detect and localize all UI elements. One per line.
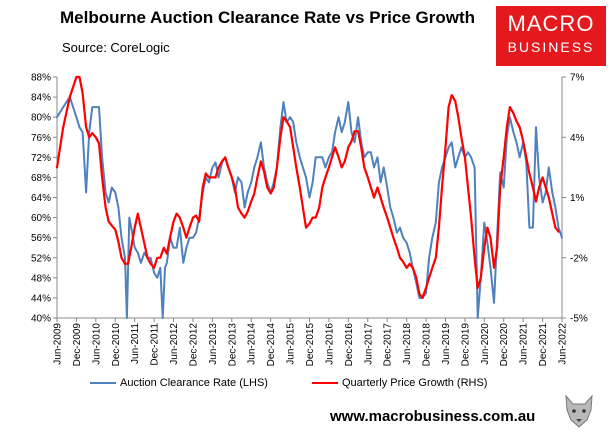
y-left-tick-label: 76% — [31, 133, 51, 144]
y-right-tick-label: -5% — [570, 314, 588, 325]
legend-item-clearance: Auction Clearance Rate (LHS) — [90, 377, 268, 389]
x-tick-label: Dec-2021 — [538, 323, 549, 367]
x-tick-label: Jun-2013 — [208, 323, 219, 365]
x-tick-label: Dec-2012 — [188, 323, 199, 367]
y-left-tick-label: 72% — [31, 153, 51, 164]
x-tick-label: Dec-2017 — [383, 323, 394, 367]
y-left-tick-label: 44% — [31, 293, 51, 304]
x-tick-label: Dec-2015 — [305, 323, 316, 367]
y-left-tick-label: 52% — [31, 253, 51, 264]
y-right-tick-label: 1% — [570, 193, 585, 204]
x-tick-label: Dec-2010 — [111, 323, 122, 367]
x-tick-label: Jun-2021 — [519, 323, 530, 365]
chart-title: Melbourne Auction Clearance Rate vs Pric… — [60, 8, 476, 27]
x-tick-label: Jun-2020 — [480, 323, 491, 365]
series-line-clearance-rate — [56, 96, 563, 319]
x-tick-label: Jun-2016 — [324, 323, 335, 365]
macrobusiness-logo: MACRO BUSINESS — [496, 6, 606, 66]
chart-source: Source: CoreLogic — [62, 40, 170, 55]
x-tick-label: Jun-2015 — [286, 323, 297, 365]
x-tick-label: Dec-2016 — [344, 323, 355, 367]
legend-label-price-growth: Quarterly Price Growth (RHS) — [342, 377, 488, 389]
x-tick-label: Jun-2022 — [558, 323, 569, 365]
x-tick-label: Dec-2018 — [422, 323, 433, 367]
legend-label-clearance: Auction Clearance Rate (LHS) — [120, 377, 268, 389]
x-tick-label: Jun-2019 — [441, 323, 452, 365]
y-left-tick-label: 48% — [31, 273, 51, 284]
wolf-icon — [565, 394, 593, 428]
y-right-tick-label: 7% — [570, 73, 585, 84]
logo-line2: BUSINESS — [507, 39, 595, 55]
y-left-tick-label: 84% — [31, 93, 51, 104]
y-left-tick-label: 88% — [31, 73, 51, 84]
y-left-tick-label: 64% — [31, 193, 51, 204]
footer-url: www.macrobusiness.com.au — [330, 408, 536, 425]
y-left-tick-label: 56% — [31, 233, 51, 244]
y-left-tick-label: 68% — [31, 173, 51, 184]
x-tick-label: Dec-2019 — [460, 323, 471, 367]
x-tick-label: Dec-2014 — [266, 323, 277, 367]
x-tick-label: Jun-2011 — [130, 323, 141, 364]
y-left-tick-label: 60% — [31, 213, 51, 224]
legend-item-price-growth: Quarterly Price Growth (RHS) — [312, 377, 487, 389]
x-tick-label: Jun-2018 — [402, 323, 413, 365]
y-left-tick-label: 40% — [31, 314, 51, 325]
x-tick-label: Jun-2017 — [363, 323, 374, 365]
legend-swatch-clearance — [90, 382, 116, 385]
x-tick-label: Dec-2011 — [150, 323, 161, 366]
x-tick-label: Jun-2009 — [53, 323, 64, 365]
x-tick-label: Dec-2020 — [499, 323, 510, 367]
y-left-tick-label: 80% — [31, 113, 51, 124]
x-tick-label: Dec-2009 — [72, 323, 83, 367]
legend-swatch-price-growth — [312, 382, 338, 385]
x-tick-label: Jun-2010 — [91, 323, 102, 365]
x-tick-label: Jun-2014 — [247, 323, 258, 365]
x-tick-label: Jun-2012 — [169, 323, 180, 365]
chart-legend: Auction Clearance Rate (LHS) Quarterly P… — [90, 377, 550, 397]
x-tick-label: Dec-2013 — [227, 323, 238, 367]
series-line-price-growth — [55, 75, 560, 299]
y-right-tick-label: 4% — [570, 133, 585, 144]
y-right-tick-label: -2% — [570, 253, 588, 264]
logo-line1: MACRO — [507, 11, 595, 36]
